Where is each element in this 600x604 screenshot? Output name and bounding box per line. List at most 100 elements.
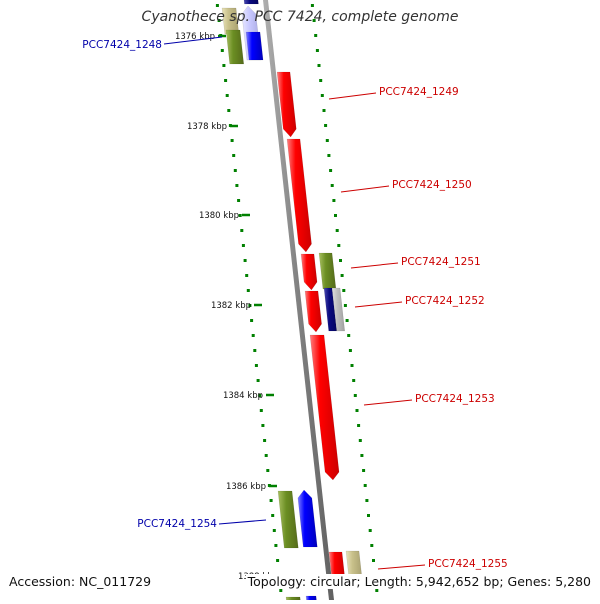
gc-dot-left xyxy=(245,274,249,277)
gene-label-g1253: PCC7424_1253 xyxy=(415,393,495,405)
gc-dot-left xyxy=(258,394,262,397)
gc-dot-left xyxy=(240,229,244,232)
gc-dot-left xyxy=(233,169,237,172)
gene-feature-olive xyxy=(277,490,299,549)
gene-label-leader xyxy=(377,564,426,570)
gene-arrow-red xyxy=(304,290,322,333)
gc-dot-right xyxy=(370,544,374,547)
gc-dot-right xyxy=(310,4,314,7)
gene-arrow-pcc7424-1250 xyxy=(286,138,312,253)
gc-dot-left xyxy=(243,259,247,262)
gc-dot-left xyxy=(261,424,265,427)
gc-dot-left xyxy=(272,529,276,532)
gc-dot-right xyxy=(375,589,379,592)
gc-dot-right xyxy=(329,169,333,172)
map-title: Cyanothece sp. PCC 7424, complete genome xyxy=(141,9,459,25)
gc-dot-right xyxy=(357,424,361,427)
gc-dot-right xyxy=(339,259,342,262)
gc-dot-left xyxy=(241,244,245,247)
gc-dot-left xyxy=(263,439,267,442)
gc-dot-right xyxy=(368,529,372,532)
gene-label-leader xyxy=(354,301,403,308)
gc-dot-right xyxy=(348,349,352,352)
gene-label-leader xyxy=(363,399,413,406)
gene-arrow-pcc7424-1249 xyxy=(276,71,297,138)
gc-dot-left xyxy=(220,49,224,52)
gc-content-track xyxy=(215,4,379,592)
gc-dot-right xyxy=(363,484,367,487)
gene-features xyxy=(221,0,363,601)
backbone-line xyxy=(263,0,334,600)
gc-dot-left xyxy=(266,469,270,472)
gc-dot-left xyxy=(276,559,280,562)
gene-label-leader xyxy=(218,519,267,525)
gc-dot-left xyxy=(256,379,260,382)
gc-dot-right xyxy=(325,139,329,142)
gc-dot-right xyxy=(334,214,337,217)
gene-feature-blue xyxy=(245,31,264,61)
gc-dot-right xyxy=(353,394,357,397)
gene-label-leader xyxy=(328,92,377,100)
gc-dot-left xyxy=(225,94,229,97)
scale-tick-label: 1378 kbp xyxy=(187,122,227,132)
gene-arrow-pcc7424-1254 xyxy=(297,489,318,548)
scale-tick-label: 1380 kbp xyxy=(199,211,239,221)
gene-label-g1255: PCC7424_1255 xyxy=(428,558,508,570)
gc-dot-right xyxy=(327,154,331,157)
gc-dot-right xyxy=(343,304,347,307)
scale-tick-label: 1382 kbp xyxy=(211,301,251,311)
gc-dot-left xyxy=(235,184,239,187)
gc-dot-right xyxy=(332,199,336,202)
gc-dot-right xyxy=(317,64,321,67)
gc-dot-right xyxy=(365,499,369,502)
gene-labels: PCC7424_1248 PCC7424_1249 PCC7424_1250 PCC7… xyxy=(82,36,508,570)
gc-dot-left xyxy=(227,109,231,112)
gc-dot-left xyxy=(232,154,236,157)
gc-dot-left xyxy=(253,349,257,352)
gc-dot-left xyxy=(264,454,268,457)
scale-tick-label: 1376 kbp xyxy=(175,32,215,42)
gene-label-g1248: PCC7424_1248 xyxy=(82,39,162,51)
scale-tick-label: 1386 kbp xyxy=(226,482,266,492)
gc-dot-right xyxy=(342,289,346,292)
gc-dot-left xyxy=(222,64,226,67)
gc-dot-right xyxy=(312,19,316,22)
gc-dot-right xyxy=(324,124,328,127)
gc-dot-left xyxy=(215,4,219,7)
gc-dot-right xyxy=(372,559,375,562)
gene-arrow-pcc7424-1251 xyxy=(300,253,318,291)
gc-dot-right xyxy=(314,34,318,37)
gc-dot-right xyxy=(347,334,351,337)
gc-dot-left xyxy=(251,334,255,337)
gc-dot-left xyxy=(254,364,258,367)
gc-dot-right xyxy=(322,109,326,112)
gene-label-g1251: PCC7424_1251 xyxy=(401,256,481,268)
gc-dot-right xyxy=(362,469,366,472)
gene-feature-olive xyxy=(225,29,245,65)
gene-label-g1249: PCC7424_1249 xyxy=(379,86,459,98)
gene-feature-dark-blue xyxy=(243,0,259,5)
gc-dot-left xyxy=(224,79,228,82)
gc-dot-right xyxy=(352,379,356,382)
gene-arrow-pcc7424-1253 xyxy=(309,334,340,481)
gc-dot-right xyxy=(358,439,362,442)
gc-dot-left xyxy=(217,19,221,22)
gc-dot-left xyxy=(259,409,263,412)
gc-dot-left xyxy=(279,589,283,592)
gene-feature-gray xyxy=(331,287,346,332)
gc-dot-right xyxy=(337,244,341,247)
gc-dot-right xyxy=(330,184,334,187)
gene-label-leader xyxy=(163,36,223,45)
gc-dot-left xyxy=(271,514,275,517)
gene-label-leader xyxy=(340,185,390,193)
gc-dot-left xyxy=(274,544,278,547)
gc-dot-right xyxy=(319,79,323,82)
gc-dot-right xyxy=(335,229,339,232)
gc-dot-right xyxy=(320,94,324,97)
gc-dot-left xyxy=(250,319,254,322)
gc-dot-right xyxy=(367,514,370,517)
gene-label-g1252: PCC7424_1252 xyxy=(405,295,485,307)
gene-label-leader xyxy=(350,262,399,269)
